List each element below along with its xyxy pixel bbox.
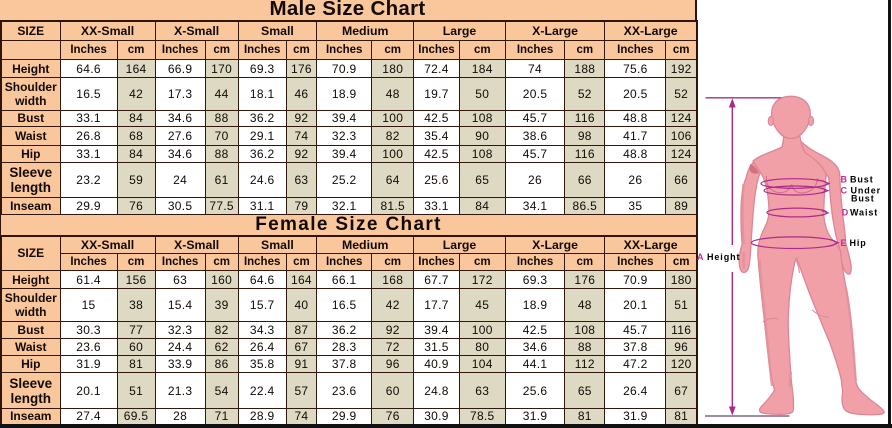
svg-text:D: D <box>842 208 849 218</box>
svg-text:E: E <box>841 238 848 248</box>
svg-text:A: A <box>697 252 704 262</box>
svg-text:Hip: Hip <box>850 238 867 248</box>
svg-text:Bust: Bust <box>851 194 875 204</box>
svg-text:Height: Height <box>707 252 740 262</box>
svg-text:Waist: Waist <box>850 208 878 218</box>
svg-text:C: C <box>841 185 848 195</box>
svg-text:B: B <box>841 175 848 185</box>
svg-text:Under: Under <box>851 185 882 195</box>
svg-text:Bust: Bust <box>850 175 874 185</box>
